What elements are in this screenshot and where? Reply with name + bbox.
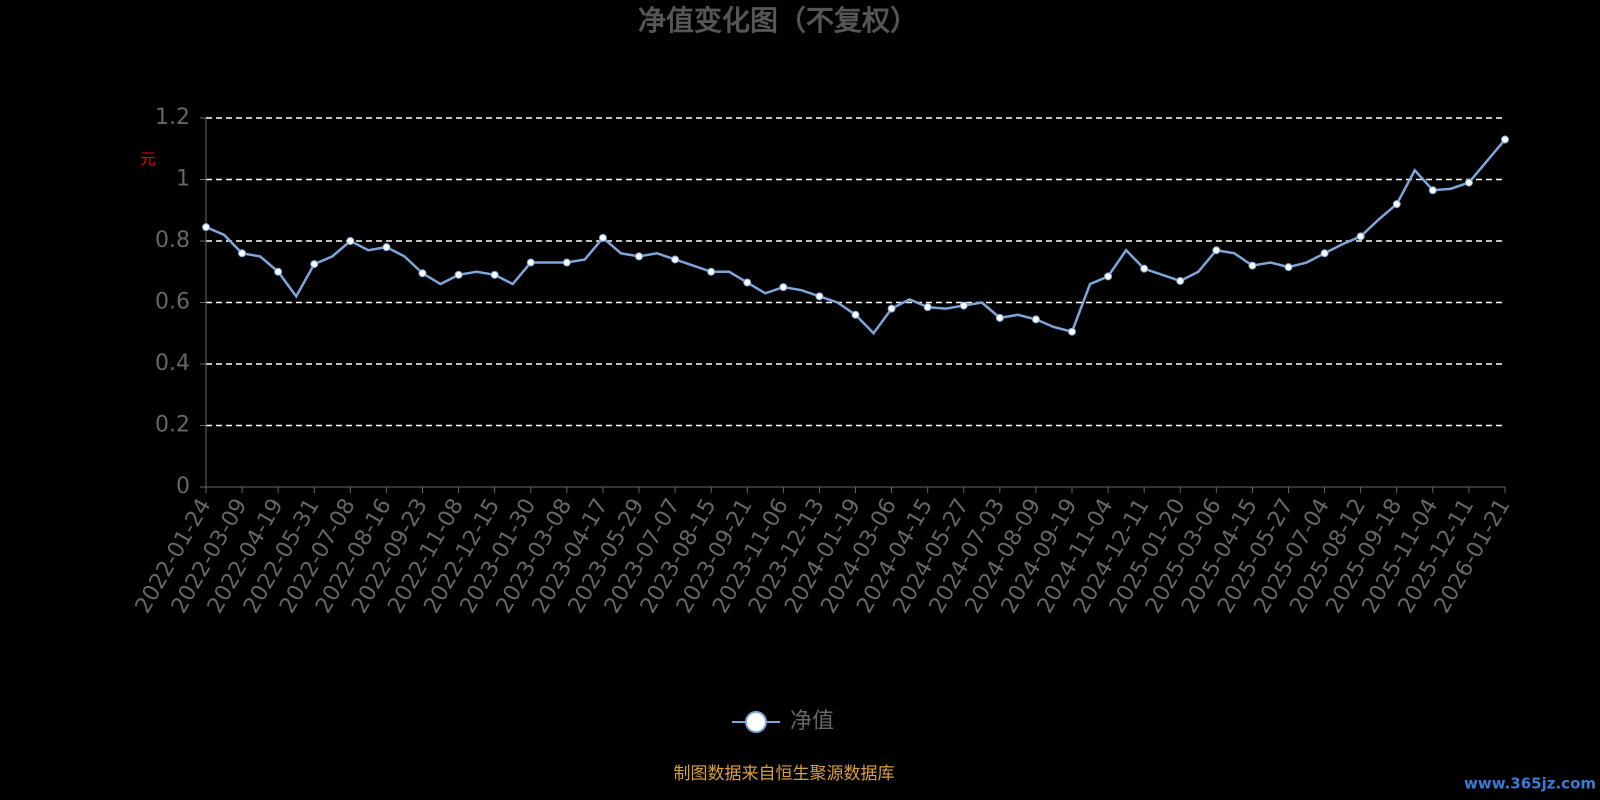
point-marker [346, 237, 355, 245]
point-marker [779, 283, 788, 292]
point-marker [743, 278, 752, 287]
point-marker [1068, 327, 1076, 336]
point-marker [671, 255, 680, 264]
point-marker [1428, 186, 1437, 195]
point-marker [1464, 178, 1473, 187]
point-marker [238, 249, 247, 258]
point-marker [274, 267, 283, 276]
point-marker [923, 303, 932, 312]
point-marker [635, 252, 643, 261]
point-marker [490, 270, 499, 279]
point-marker [1212, 246, 1221, 255]
point-marker [310, 260, 319, 269]
y-tick-label: 1 [176, 167, 190, 192]
point-marker [1356, 232, 1365, 241]
point-marker [598, 233, 607, 242]
point-marker [1140, 264, 1149, 273]
y-tick-label: 0.4 [155, 351, 190, 376]
legend-marker [745, 711, 767, 733]
point-marker [1031, 315, 1040, 324]
point-marker [526, 258, 535, 267]
y-tick-label: 0 [176, 474, 190, 499]
point-marker [382, 243, 391, 252]
point-marker [202, 223, 210, 232]
source-note: 制图数据来自恒生聚源数据库 [674, 764, 895, 784]
point-marker [1284, 263, 1293, 272]
y-tick-label: 0.2 [155, 413, 190, 438]
legend-label: 净值 [790, 709, 834, 734]
y-axis-label: 元 [140, 150, 156, 169]
point-marker [1392, 200, 1401, 209]
point-marker [995, 313, 1004, 322]
point-marker [707, 267, 716, 276]
point-marker [1104, 272, 1113, 281]
point-marker [959, 301, 968, 310]
point-marker [418, 269, 427, 278]
y-tick-label: 0.6 [155, 290, 190, 315]
chart-title: 净值变化图（不复权） [638, 4, 918, 37]
point-marker [1501, 135, 1509, 144]
point-marker [851, 310, 860, 319]
watermark: www.365jz.com [1464, 775, 1596, 793]
point-marker [1320, 249, 1329, 258]
point-marker [454, 270, 463, 279]
y-tick-label: 1.2 [155, 105, 190, 130]
point-marker [1176, 276, 1185, 285]
point-marker [562, 258, 571, 267]
point-marker [815, 292, 824, 301]
point-marker [1248, 261, 1257, 270]
y-tick-label: 0.8 [155, 228, 190, 253]
point-marker [887, 304, 896, 313]
